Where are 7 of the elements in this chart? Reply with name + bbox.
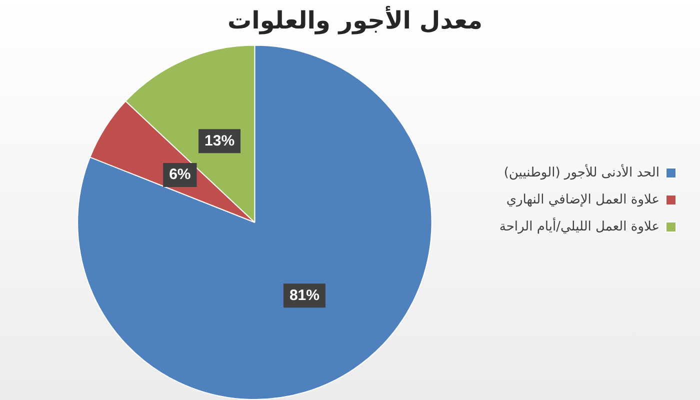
legend-label: علاوة العمل الليلي/أيام الراحة bbox=[499, 217, 660, 234]
chart-title: معدل الأجور والعلوات bbox=[228, 6, 482, 35]
legend-label: علاوة العمل الإضافي النهاري bbox=[506, 192, 660, 208]
data-label: 6% bbox=[169, 166, 191, 184]
data-label: 13% bbox=[204, 132, 235, 150]
data-label: 81% bbox=[289, 286, 320, 304]
legend-label: الحد الأدنى للأجور (الوطنيين) bbox=[504, 163, 660, 180]
